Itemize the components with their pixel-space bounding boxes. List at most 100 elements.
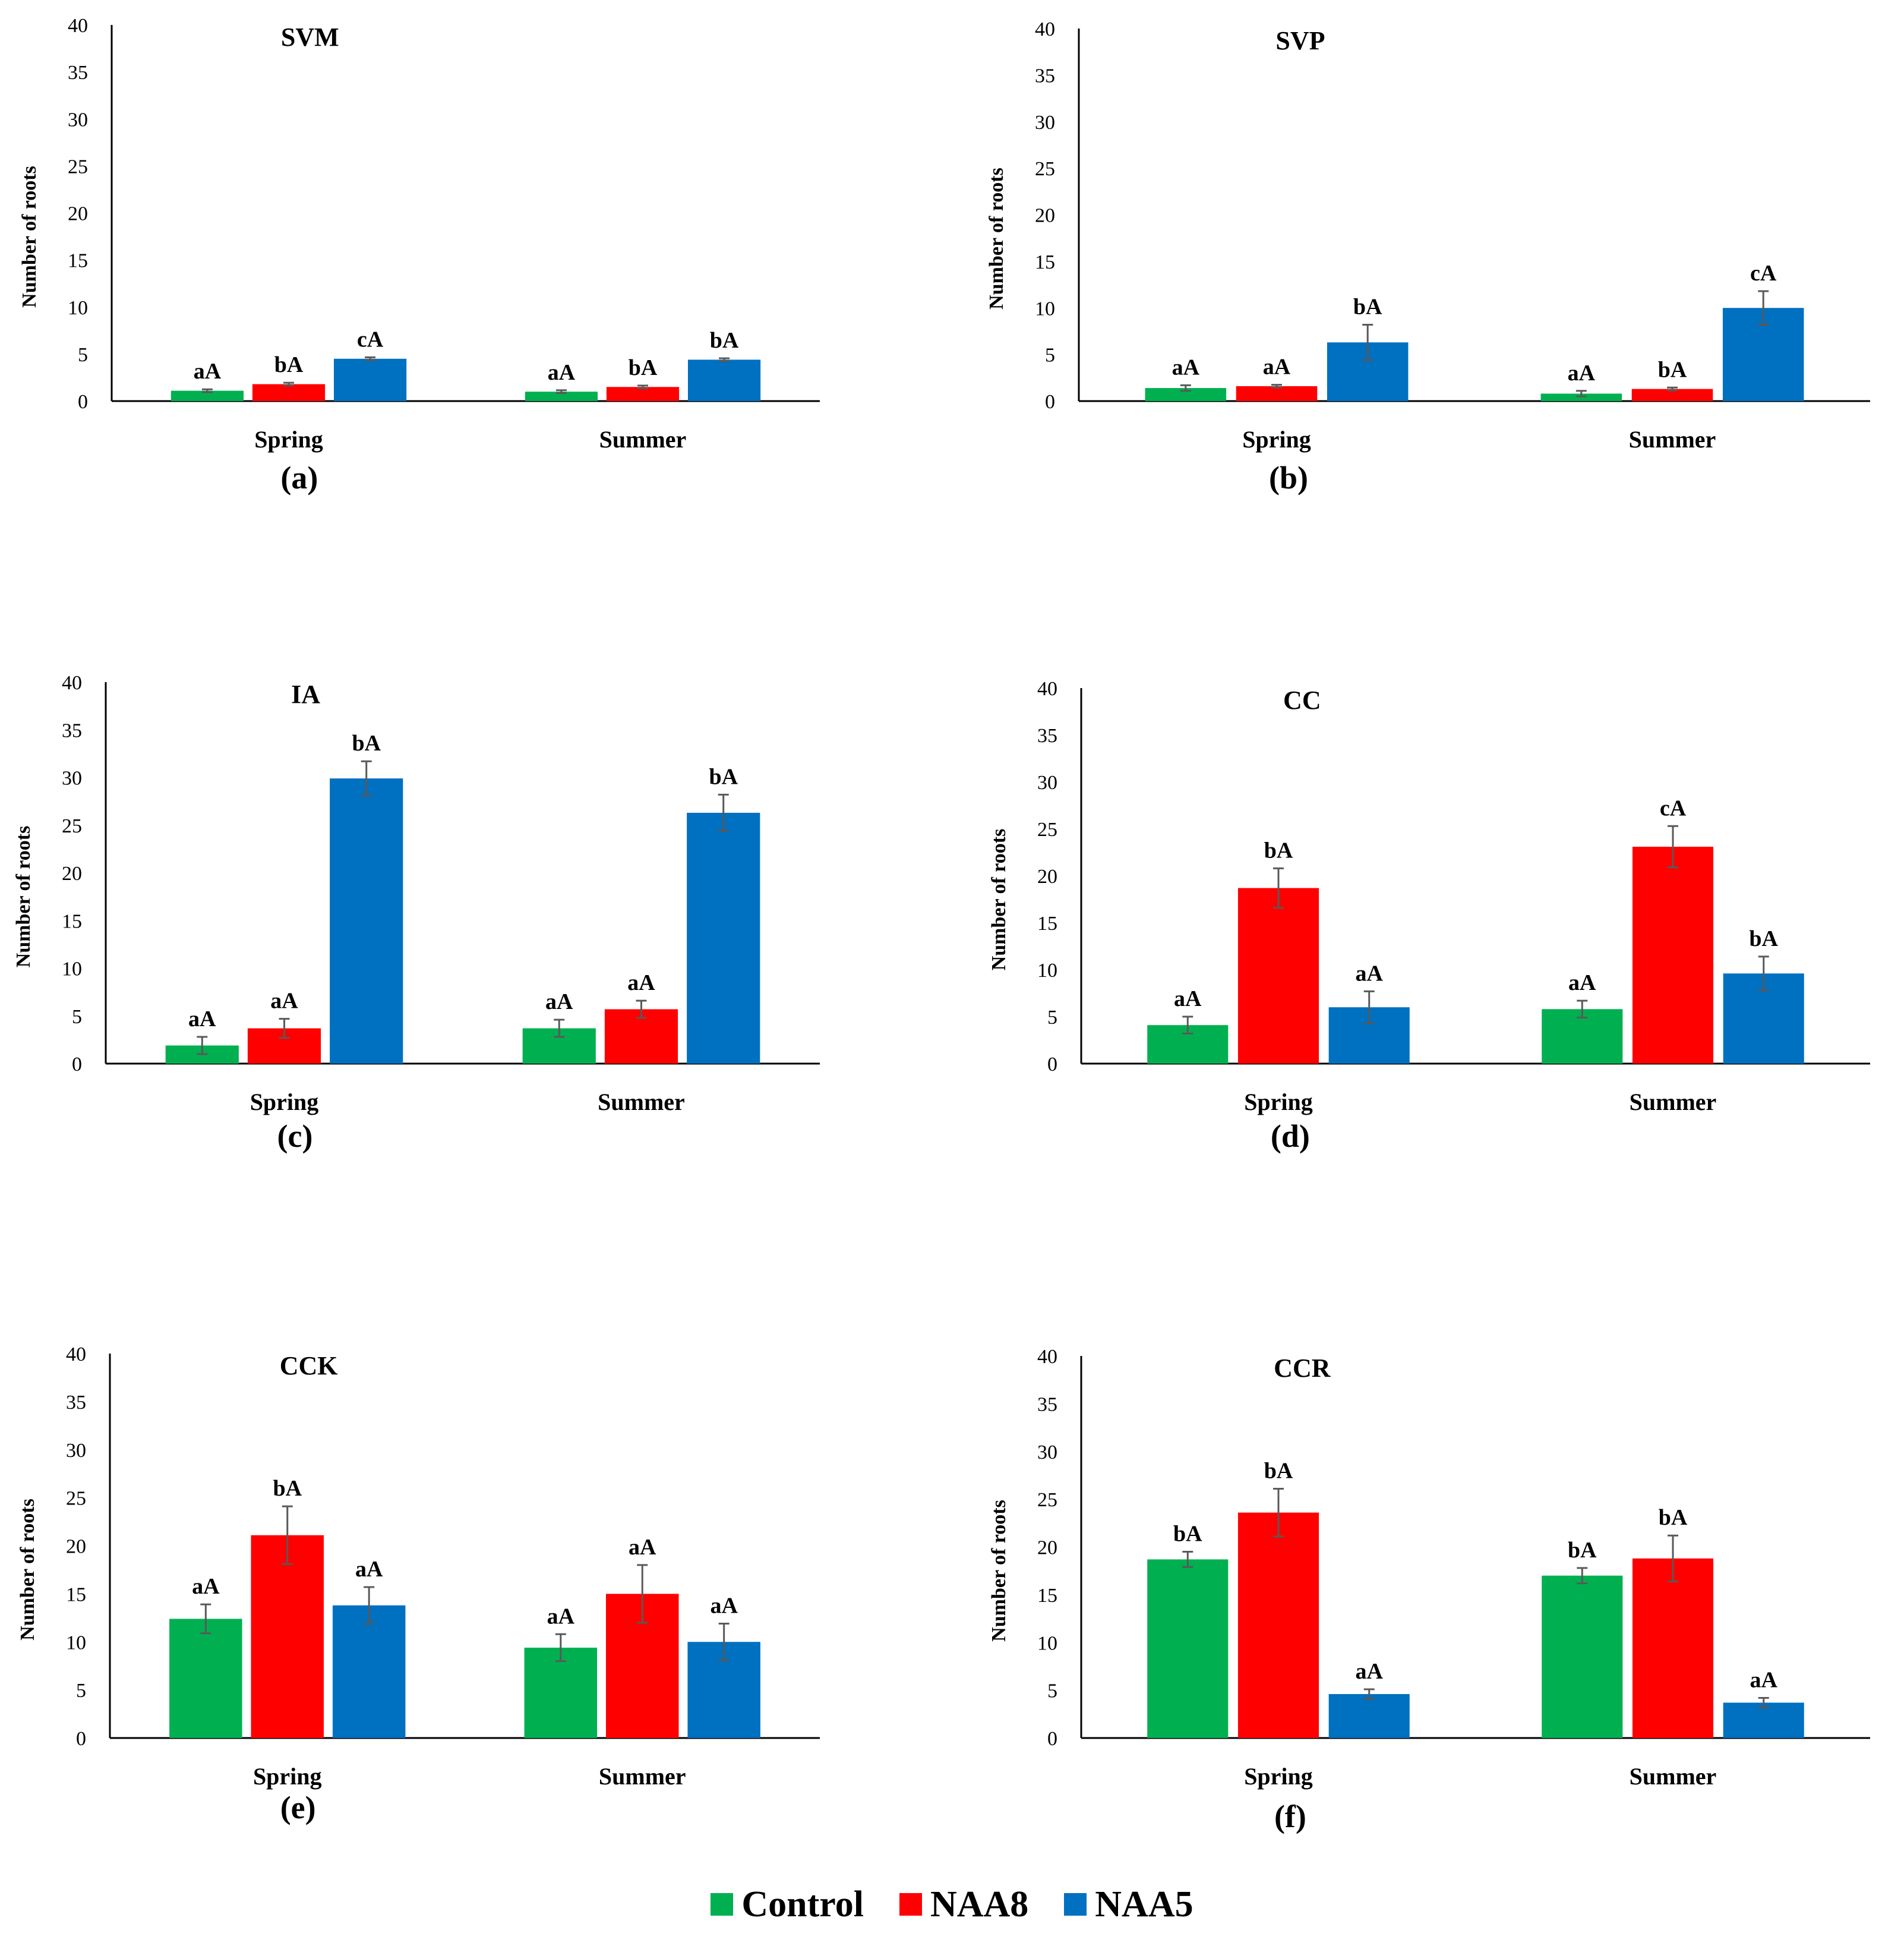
y-tick-label: 10	[1035, 298, 1055, 320]
significance-label: bA	[1659, 1505, 1688, 1530]
chart-title: SVM	[281, 23, 339, 52]
y-tick-label: 20	[1035, 205, 1055, 227]
significance-label: aA	[547, 1604, 575, 1629]
legend-label-naa8: NAA8	[930, 1884, 1029, 1925]
chart-title: SVP	[1275, 26, 1325, 55]
panel-label: (b)	[1269, 460, 1308, 496]
y-axis-title: Number of roots	[986, 168, 1008, 310]
significance-label: bA	[709, 764, 738, 789]
y-tick-label: 15	[62, 910, 82, 932]
y-tick-label: 15	[1037, 1585, 1057, 1607]
x-category-label: Spring	[1244, 1089, 1313, 1115]
y-tick-label: 15	[66, 1584, 86, 1606]
x-category-label: Summer	[1629, 426, 1716, 453]
chart-title: CCK	[280, 1351, 338, 1380]
y-tick-label: 15	[1037, 913, 1057, 935]
significance-label: aA	[1355, 1659, 1383, 1684]
y-axis-title: Number of roots	[18, 166, 40, 308]
legend: Control NAA8 NAA5	[0, 1881, 1904, 1928]
bar-naa5-summer	[687, 359, 761, 401]
y-tick-label: 30	[66, 1440, 86, 1462]
y-tick-label: 0	[1045, 391, 1055, 413]
significance-label: aA	[1263, 355, 1291, 380]
bar-control-spring	[169, 1619, 242, 1738]
y-tick-label: 0	[1047, 1728, 1057, 1750]
y-tick-label: 30	[1035, 112, 1055, 134]
x-category-label: Summer	[599, 1763, 686, 1790]
y-tick-label: 25	[62, 815, 82, 837]
chart-title: IA	[291, 680, 320, 709]
y-tick-label: 20	[1037, 1537, 1057, 1559]
legend-item-naa8: NAA8	[899, 1884, 1028, 1926]
x-category-label: Spring	[250, 1089, 319, 1115]
y-tick-label: 40	[1037, 678, 1057, 700]
x-category-label: Spring	[1244, 1763, 1313, 1790]
bar-naa5-spring	[1328, 1694, 1410, 1738]
y-axis-title: Number of roots	[988, 829, 1010, 971]
panel-ccr: 0 5 10 15 20 25 30 35 40 Number of roots CCR Spring…	[988, 1346, 1870, 1834]
significance-label: bA	[1264, 838, 1293, 863]
bar-naa5-spring	[333, 358, 407, 401]
significance-label: aA	[1355, 961, 1383, 986]
bar-naa5-spring	[332, 1605, 406, 1738]
significance-label: bA	[1173, 1522, 1202, 1547]
bar-naa8-summer	[606, 387, 680, 401]
legend-item-control: Control	[711, 1884, 864, 1926]
y-axis-title: Number of roots	[12, 826, 34, 968]
bar-control-summer	[1542, 1575, 1623, 1738]
significance-label: bA	[274, 352, 304, 377]
significance-label: cA	[1660, 796, 1687, 821]
y-tick-label: 20	[1037, 866, 1057, 888]
significance-label: cA	[357, 327, 384, 352]
significance-label: aA	[548, 360, 576, 385]
panel-label: (e)	[280, 1790, 316, 1825]
bar-control-summer	[1540, 393, 1622, 401]
y-tick-label: 35	[1035, 65, 1055, 87]
bar-naa8-spring	[251, 1535, 324, 1738]
y-tick-label: 0	[72, 1053, 82, 1075]
significance-label: bA	[1568, 1538, 1597, 1563]
y-tick-label: 35	[66, 1392, 86, 1414]
significance-label: aA	[194, 359, 222, 384]
bar-naa8-spring	[252, 384, 326, 401]
y-tick-label: 0	[1047, 1053, 1057, 1075]
significance-label: aA	[1750, 1667, 1777, 1692]
bar-naa5-summer	[1723, 1702, 1804, 1738]
bar-control-spring	[1147, 1559, 1229, 1738]
significance-label: bA	[1264, 1458, 1293, 1483]
y-tick-label: 25	[68, 156, 88, 178]
significance-label: aA	[545, 989, 573, 1014]
y-tick-label: 20	[66, 1536, 86, 1558]
panel-svm: 0 5 10 15 20 25 30 35 40 Number of roots SVM Spring…	[18, 15, 820, 496]
panel-cck: 0 5 10 15 20 25 30 35 40 Number of roots CCK Spring…	[17, 1343, 820, 1825]
significance-label: bA	[629, 355, 658, 380]
legend-label-naa5: NAA5	[1095, 1884, 1193, 1925]
significance-label: aA	[1174, 986, 1202, 1011]
significance-label: aA	[355, 1557, 383, 1582]
significance-label: aA	[1172, 355, 1200, 380]
y-tick-label: 35	[1037, 725, 1057, 747]
significance-label: bA	[352, 731, 381, 756]
y-tick-label: 40	[68, 15, 88, 37]
legend-swatch-naa8	[899, 1893, 922, 1916]
y-axis-title: Number of roots	[988, 1500, 1010, 1642]
bar-control-spring	[170, 390, 244, 401]
y-tick-label: 0	[78, 391, 88, 413]
bar-naa8-spring	[1236, 386, 1318, 401]
x-category-label: Summer	[598, 1089, 685, 1115]
significance-label: bA	[273, 1476, 302, 1501]
significance-label: aA	[710, 1594, 738, 1619]
panel-label: (a)	[280, 460, 318, 496]
x-category-label: Summer	[1630, 1763, 1717, 1790]
chart-title: CCR	[1274, 1354, 1331, 1383]
x-category-label: Spring	[253, 1763, 322, 1790]
y-tick-label: 5	[76, 1680, 86, 1702]
y-tick-label: 15	[68, 250, 88, 272]
x-category-label: Summer	[1630, 1089, 1717, 1115]
significance-label: bA	[1353, 294, 1382, 319]
y-tick-label: 10	[62, 958, 82, 980]
bar-naa8-spring	[1237, 1512, 1319, 1738]
y-tick-label: 10	[66, 1632, 86, 1654]
significance-label: aA	[270, 989, 298, 1014]
